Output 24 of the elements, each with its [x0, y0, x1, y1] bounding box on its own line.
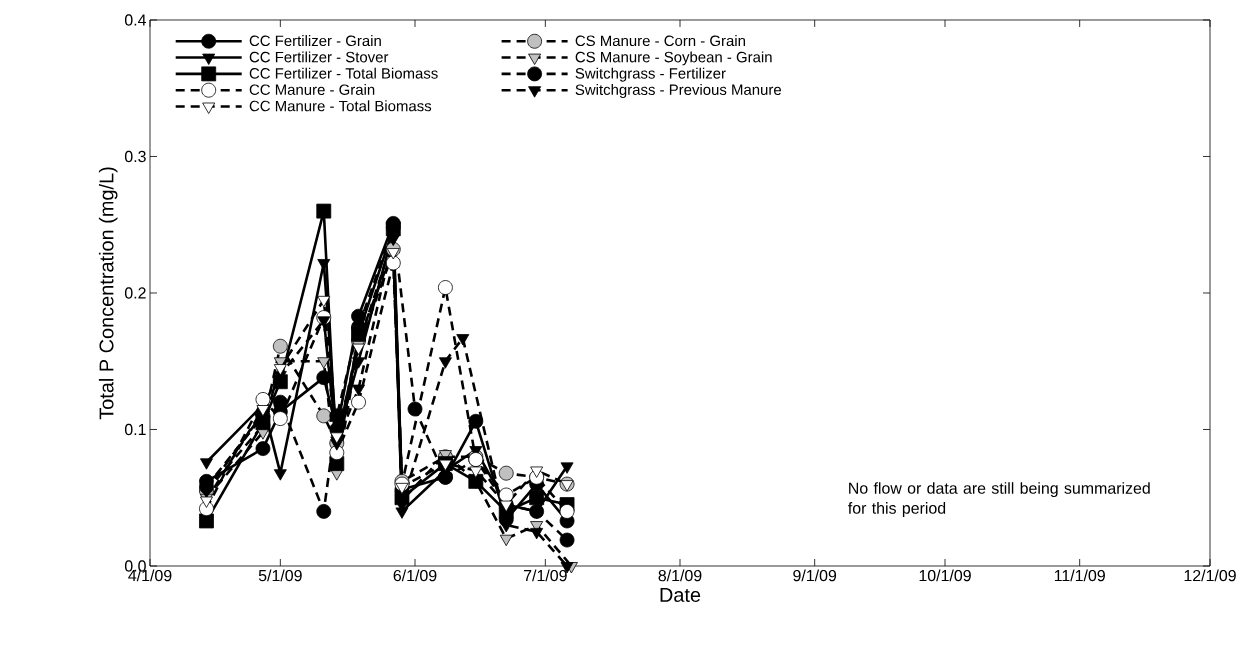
x-tick-label: 5/1/09	[258, 569, 302, 582]
x-axis-title: Date	[660, 588, 701, 602]
y-tick-label: 0.2	[124, 287, 146, 299]
legend-label: CC Manure - Grain	[249, 84, 375, 95]
legend-label: Switchgrass - Fertilizer	[575, 67, 726, 82]
legend-label: CS Manure - Soybean - Grain	[575, 51, 772, 66]
y-tick-label: 0.1	[124, 423, 146, 436]
annotation: No flow or data are still being summarized for this period	[848, 482, 1150, 517]
x-tick-label: 7/1/09	[523, 569, 567, 582]
x-tick-label: 12/1/09	[1184, 569, 1236, 582]
y-tick-label: 0.4	[124, 14, 147, 26]
x-tick-label: 9/1/09	[793, 569, 837, 582]
legend-label: CC Fertilizer - Stover	[249, 51, 389, 63]
legend-label: CC Fertilizer - Total Biomass	[249, 67, 438, 79]
x-tick-label: 10/1/09	[919, 569, 971, 582]
legend-label: CC Fertilizer - Grain	[249, 35, 381, 47]
legend-label: CS Manure - Corn - Grain	[575, 35, 745, 47]
y-axis-title: Total P Concentration (mg/L)	[98, 167, 118, 420]
legend-label: CC Manure - Total Biomass	[249, 100, 432, 112]
x-tick-label: 11/1/09	[1054, 569, 1105, 582]
y-tick-label: 0.3	[124, 150, 146, 163]
x-tick-label: 6/1/09	[393, 569, 437, 582]
legend-label: Switchgrass - Previous Manure	[575, 84, 781, 98]
x-tick-label: 8/1/09	[658, 569, 702, 582]
